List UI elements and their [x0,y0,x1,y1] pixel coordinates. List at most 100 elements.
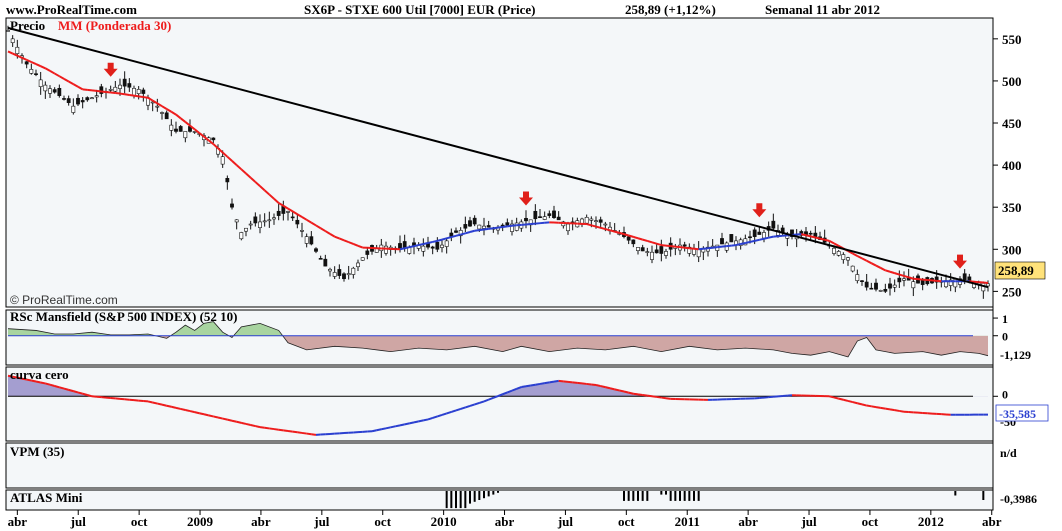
atlas-bar [982,491,985,500]
moving-average-segment [203,135,210,142]
curva-segment [269,427,275,431]
moving-average-segment [740,241,746,245]
candle-body [183,131,188,139]
x-tick-label: abr [251,514,271,529]
curva-segment [423,418,429,422]
moving-average-segment [828,239,835,245]
x-tick-label: abr [495,514,515,529]
moving-average-segment [26,58,32,63]
x-tick-label: abr [738,514,758,529]
price-panel[interactable] [5,17,994,308]
curva-segment [287,430,293,433]
candle-body [318,258,323,260]
moving-average-segment [703,247,709,250]
curva-segment [54,385,60,389]
candle-body [421,245,426,252]
candle-body [272,217,276,220]
curva-segment [301,431,307,435]
moving-average-segment [399,247,405,251]
moving-average-segment [768,235,774,239]
moving-average-segment [58,75,65,80]
curva-segment [479,400,485,404]
curva-segment [395,424,401,428]
curva-segment [49,383,55,387]
candle-body [444,240,449,247]
candle-body [304,236,309,244]
candle-body [435,241,440,250]
moving-average-segment [21,56,28,61]
moving-average-segment [810,235,816,239]
curva-segment [213,415,219,419]
curva-segment [465,404,471,409]
candle-body [192,131,197,133]
site-url[interactable]: www.ProRealTime.com [6,2,137,17]
candle-body [48,88,52,94]
candle-body [948,279,953,286]
curva-segment [843,398,849,402]
moving-average-segment [502,225,508,228]
candle-body [505,222,510,226]
candle-body [934,276,939,283]
moving-average-segment [278,202,284,207]
candle-body [178,126,183,132]
candle-body [850,265,855,272]
curva-segment [385,426,391,430]
rsc-y-tick-label: 0 [1002,330,1008,344]
moving-average-segment [586,223,592,227]
moving-average-segment [819,237,825,241]
curva-segment [283,429,289,432]
candle-body [477,224,482,230]
candle-body [510,223,514,232]
x-tick-label: 2011 [675,514,700,529]
price-y-tick-label: 350 [1002,200,1022,215]
curva-segment [586,382,592,386]
atlas-bar [623,491,625,501]
candle-body [99,86,104,94]
moving-average-segment [661,244,667,247]
moving-average-segment [16,54,23,59]
candle-body [225,178,230,183]
moving-average-segment [282,204,289,210]
atlas-panel[interactable] [5,489,994,511]
curva-segment [451,409,457,413]
atlas-bar [497,491,499,493]
moving-average-segment [670,245,676,248]
price-change: 258,89 (+1,12%) [625,2,716,17]
curva-segment [460,406,466,410]
candle-body [164,112,169,120]
candle-body [239,232,244,240]
moving-average-segment [833,242,840,247]
candle-body [34,73,38,75]
curva-panel[interactable] [5,366,994,442]
curva-segment [306,432,312,436]
vpm-panel[interactable] [5,442,994,489]
atlas-bar [492,491,495,495]
moving-average-segment [824,238,830,242]
moving-average-segment [310,221,317,227]
curva-segment [278,428,284,432]
candle-body [626,236,631,241]
candle-body [533,210,538,220]
curva-segment [17,376,23,380]
moving-average-segment [763,236,769,240]
curva-segment [63,387,69,391]
curva-segment [199,412,205,416]
curva-segment [157,402,163,406]
moving-average-segment [614,230,620,234]
candle-body [90,97,94,100]
curva-segment [861,403,867,407]
moving-average-segment [35,63,42,68]
curva-segment [894,409,900,412]
moving-average-segment [735,243,741,247]
moving-average-segment [352,243,359,247]
curva-segment [166,404,172,408]
candle-body [290,216,295,219]
candle-body [720,238,724,245]
moving-average-segment [754,238,760,242]
moving-average-segment [357,244,364,249]
candle-body [155,105,160,108]
curva-segment [147,400,153,404]
curva-segment [609,387,615,391]
curva-segment [506,389,513,394]
